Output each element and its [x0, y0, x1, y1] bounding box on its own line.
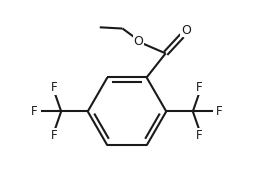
Text: F: F [51, 81, 58, 94]
Text: O: O [133, 35, 143, 48]
Text: F: F [51, 129, 58, 142]
Text: F: F [216, 105, 223, 118]
Text: F: F [31, 105, 38, 118]
Text: O: O [181, 24, 191, 37]
Text: F: F [196, 81, 203, 94]
Text: F: F [196, 129, 203, 142]
